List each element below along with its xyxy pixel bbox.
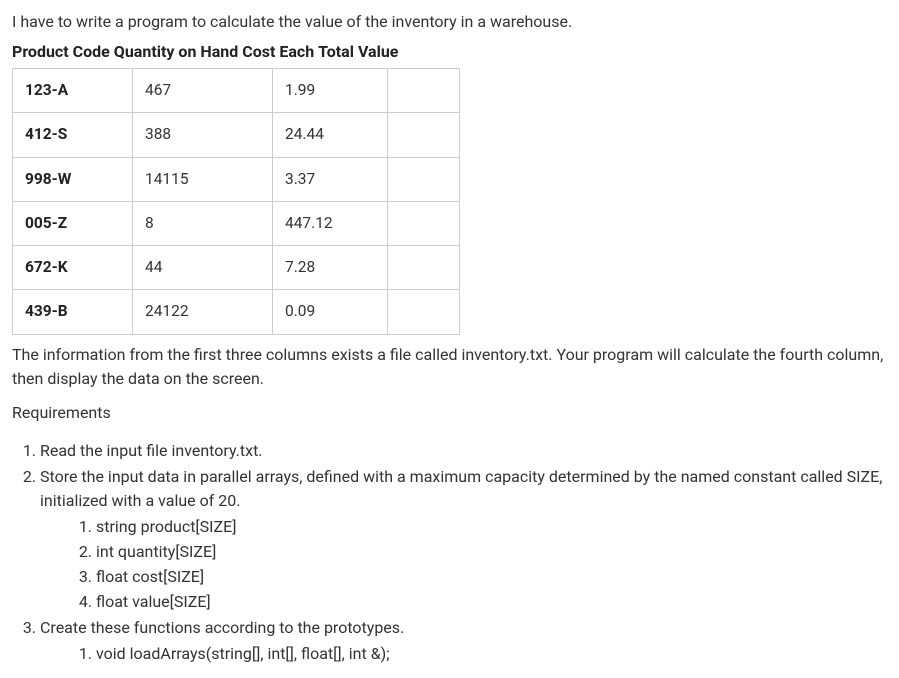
cell-total-value <box>388 157 460 201</box>
cell-quantity: 467 <box>133 69 273 113</box>
requirement-2-sublist: string product[SIZE] int quantity[SIZE] … <box>40 515 887 614</box>
array-decl-product: string product[SIZE] <box>96 515 887 539</box>
cell-product-code: 123-A <box>13 69 133 113</box>
cell-product-code: 005-Z <box>13 201 133 245</box>
cell-cost-each: 3.37 <box>273 157 388 201</box>
cell-total-value <box>388 201 460 245</box>
intro-text: I have to write a program to calculate t… <box>12 10 887 34</box>
after-table-text: The information from the first three col… <box>12 343 887 391</box>
table-row: 439-B241220.09 <box>13 290 460 334</box>
cell-product-code: 672-K <box>13 246 133 290</box>
cell-product-code: 439-B <box>13 290 133 334</box>
cell-cost-each: 447.12 <box>273 201 388 245</box>
cell-product-code: 412-S <box>13 113 133 157</box>
requirements-heading: Requirements <box>12 401 887 425</box>
cell-cost-each: 24.44 <box>273 113 388 157</box>
requirements-list: Read the input file inventory.txt. Store… <box>12 439 887 666</box>
col-header-total-value: Total Value <box>318 40 398 64</box>
table-column-headers: Product Code Quantity on Hand Cost Each … <box>12 40 887 64</box>
cell-cost-each: 7.28 <box>273 246 388 290</box>
cell-cost-each: 1.99 <box>273 69 388 113</box>
cell-quantity: 14115 <box>133 157 273 201</box>
cell-total-value <box>388 113 460 157</box>
inventory-table: 123-A4671.99412-S38824.44998-W141153.370… <box>12 68 460 335</box>
table-row: 005-Z8447.12 <box>13 201 460 245</box>
cell-total-value <box>388 290 460 334</box>
cell-total-value <box>388 69 460 113</box>
table-row: 998-W141153.37 <box>13 157 460 201</box>
cell-cost-each: 0.09 <box>273 290 388 334</box>
cell-quantity: 24122 <box>133 290 273 334</box>
requirement-3: Create these functions according to the … <box>40 616 887 666</box>
requirement-3-text: Create these functions according to the … <box>40 618 404 637</box>
table-row: 412-S38824.44 <box>13 113 460 157</box>
cell-quantity: 8 <box>133 201 273 245</box>
table-row: 672-K447.28 <box>13 246 460 290</box>
requirement-1: Read the input file inventory.txt. <box>40 439 887 463</box>
cell-total-value <box>388 246 460 290</box>
array-decl-value: float value[SIZE] <box>96 590 887 614</box>
cell-quantity: 44 <box>133 246 273 290</box>
col-header-quantity: Quantity on Hand <box>114 40 238 64</box>
table-row: 123-A4671.99 <box>13 69 460 113</box>
requirement-2: Store the input data in parallel arrays,… <box>40 465 887 614</box>
array-decl-quantity: int quantity[SIZE] <box>96 540 887 564</box>
col-header-cost-each: Cost Each <box>242 40 314 64</box>
cell-product-code: 998-W <box>13 157 133 201</box>
col-header-product-code: Product Code <box>12 40 110 64</box>
cell-quantity: 388 <box>133 113 273 157</box>
requirement-3-sublist: void loadArrays(string[], int[], float[]… <box>40 642 887 666</box>
array-decl-cost: float cost[SIZE] <box>96 565 887 589</box>
prototype-loadarrays: void loadArrays(string[], int[], float[]… <box>96 642 887 666</box>
requirement-2-text: Store the input data in parallel arrays,… <box>40 467 882 510</box>
